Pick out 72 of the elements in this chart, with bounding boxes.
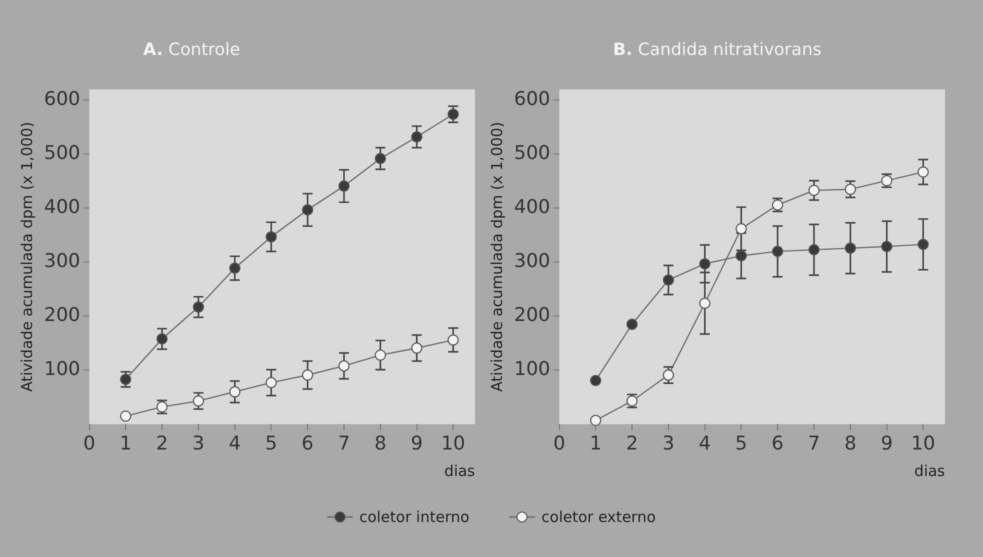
y-axis-title: Atividade acumulada dpm (x 1,000)	[488, 122, 506, 392]
x-tick-label: 9	[410, 432, 423, 455]
point	[302, 204, 314, 216]
x-tick-label: 6	[772, 432, 784, 455]
point	[844, 242, 856, 254]
y-tick-label: 100	[514, 358, 550, 380]
y-tick-label: 500	[44, 142, 80, 164]
x-tick-label: 1	[120, 432, 132, 455]
y-tick-label: 400	[514, 196, 550, 218]
point	[266, 231, 277, 242]
y-tick-label: 300	[44, 250, 80, 272]
legend-label: coletor interno	[359, 508, 470, 526]
y-tick-label: 200	[44, 304, 80, 326]
y-tick-label: 300	[514, 250, 550, 272]
x-axis-title: dias	[914, 462, 946, 480]
point	[374, 153, 386, 164]
point	[192, 302, 204, 313]
point	[374, 350, 386, 361]
x-tick-label: 1	[590, 432, 602, 455]
x-tick-label: 8	[844, 432, 856, 455]
chart-title: A. Controle	[143, 40, 240, 60]
point	[736, 223, 747, 234]
point	[918, 238, 929, 250]
x-tick-label: 6	[302, 432, 314, 455]
y-tick-label: 600	[514, 88, 550, 110]
point	[626, 318, 638, 330]
point	[338, 360, 350, 372]
point	[808, 244, 820, 256]
legend-label: coletor externo	[541, 508, 656, 526]
point	[229, 262, 240, 274]
point	[736, 250, 747, 262]
point	[302, 370, 314, 381]
point	[229, 386, 240, 398]
point	[699, 298, 710, 309]
x-tick-label: 5	[265, 432, 278, 455]
x-tick-label: 9	[880, 432, 893, 455]
x-axis-title: dias	[444, 462, 476, 480]
point	[338, 180, 350, 192]
point	[918, 166, 929, 178]
x-tick-label: 3	[192, 432, 204, 455]
y-tick-label: 400	[44, 196, 80, 218]
point	[120, 410, 132, 422]
y-tick-label: 100	[44, 358, 80, 380]
y-axis-title: Atividade acumulada dpm (x 1,000)	[18, 122, 36, 392]
x-tick-label: 7	[338, 432, 350, 455]
y-tick-label: 500	[514, 142, 550, 164]
x-tick-label: 4	[698, 432, 711, 455]
x-tick-label: 10	[911, 432, 936, 455]
x-tick-label: 0	[553, 432, 566, 455]
x-tick-label: 3	[662, 432, 674, 455]
y-tick-label: 600	[44, 88, 80, 110]
point	[266, 377, 277, 388]
x-tick-label: 8	[374, 432, 386, 455]
point	[411, 131, 422, 142]
x-tick-label: 10	[441, 432, 466, 455]
y-tick-label: 200	[514, 304, 550, 326]
x-tick-label: 2	[156, 432, 168, 455]
point	[411, 342, 422, 354]
x-tick-label: 4	[228, 432, 241, 455]
point	[808, 184, 820, 196]
x-tick-label: 7	[808, 432, 820, 455]
point	[156, 333, 168, 344]
x-tick-label: 2	[626, 432, 638, 455]
point	[772, 246, 784, 257]
x-tick-label: 5	[735, 432, 748, 455]
x-tick-label: 0	[83, 432, 96, 455]
chart-title: B. Candida nitrativorans	[613, 40, 822, 60]
point	[590, 374, 602, 386]
point	[881, 241, 892, 252]
point	[662, 274, 674, 286]
point	[699, 258, 710, 270]
point	[448, 334, 459, 346]
